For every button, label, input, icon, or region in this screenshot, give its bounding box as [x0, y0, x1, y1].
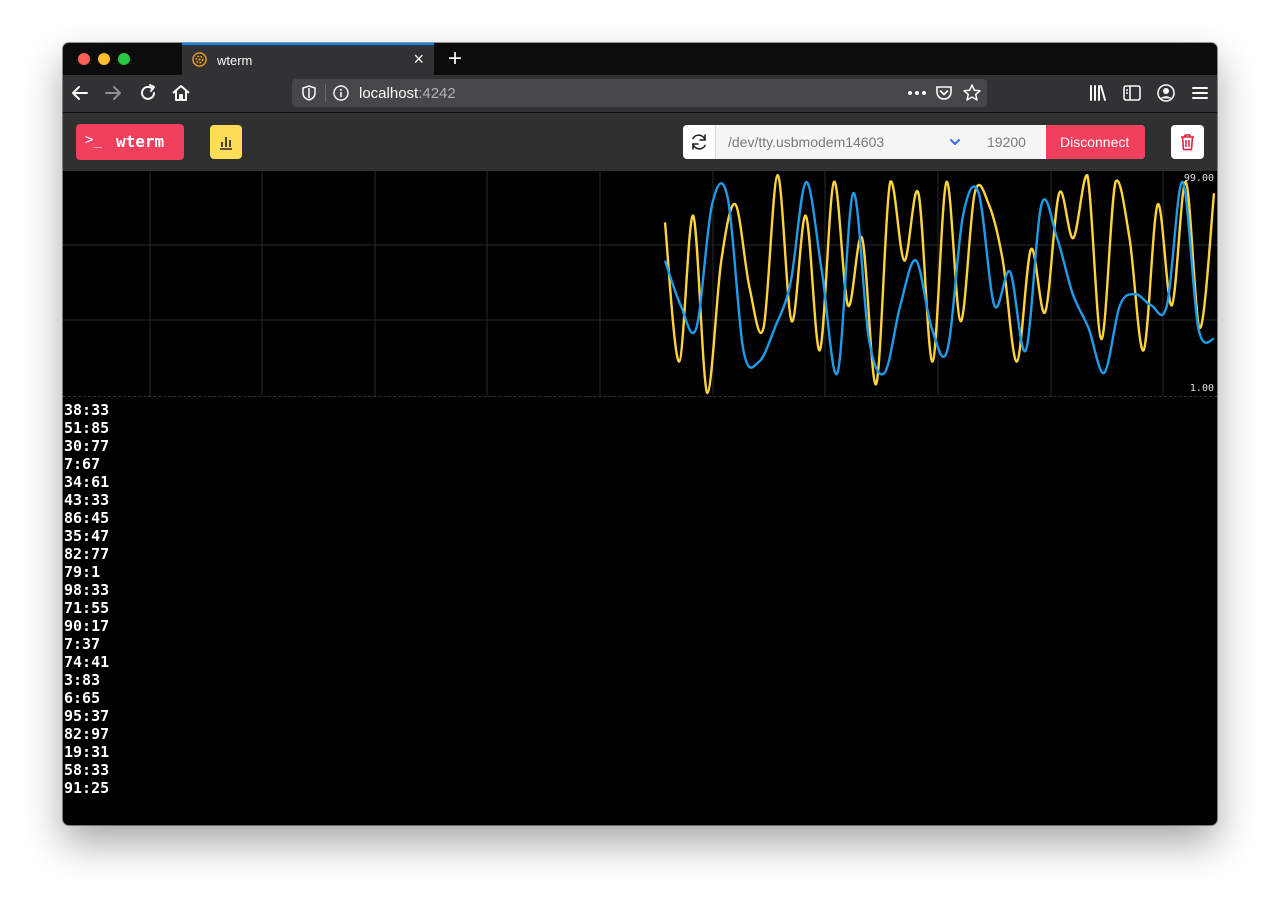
disconnect-label: Disconnect	[1060, 134, 1130, 150]
reload-icon[interactable]	[137, 82, 159, 104]
terminal-line: 43:33	[64, 491, 110, 509]
account-icon[interactable]	[1156, 83, 1176, 103]
tab-strip: wterm × +	[63, 43, 1217, 75]
terminal-line: 86:45	[64, 509, 110, 527]
disconnect-button[interactable]: Disconnect	[1046, 125, 1145, 159]
terminal-line: 91:25	[64, 779, 110, 797]
terminal-prompt-icon: >_	[85, 132, 102, 148]
browser-window: wterm × +	[63, 43, 1217, 825]
terminal-line: 71:55	[64, 599, 110, 617]
minimize-window-button[interactable]	[98, 53, 110, 65]
app-header: >_ wterm /dev/tty.usbmodem14603	[63, 113, 1217, 171]
terminal-line: 58:33	[64, 761, 110, 779]
bar-chart-icon	[220, 137, 232, 150]
terminal-line: 34:61	[64, 473, 110, 491]
clear-terminal-button[interactable]	[1171, 125, 1204, 159]
library-icon[interactable]	[1088, 83, 1108, 103]
terminal-line: 79:1	[64, 563, 101, 581]
sidebar-icon[interactable]	[1122, 83, 1142, 103]
terminal-line: 90:17	[64, 617, 110, 635]
brand-name: wterm	[116, 132, 165, 151]
serial-plot: 99.00 1.00	[63, 171, 1217, 396]
url-bar[interactable]: localhost:4242	[292, 79, 987, 107]
info-icon[interactable]	[333, 85, 349, 101]
y-axis-max-label: 99.00	[1183, 173, 1214, 184]
serial-port-value: /dev/tty.usbmodem14603	[728, 134, 885, 150]
tab-wterm[interactable]: wterm ×	[182, 43, 434, 75]
wterm-brand-button[interactable]: >_ wterm	[76, 124, 184, 160]
terminal-line: 19:31	[64, 743, 110, 761]
tab-title: wterm	[217, 53, 253, 68]
trash-icon	[1181, 134, 1194, 151]
close-window-button[interactable]	[78, 53, 90, 65]
terminal-line: 82:77	[64, 545, 110, 563]
terminal-line: 51:85	[64, 419, 110, 437]
url-divider	[325, 84, 326, 102]
pocket-icon[interactable]	[935, 84, 953, 102]
hamburger-menu-icon[interactable]	[1190, 83, 1210, 103]
home-icon[interactable]	[170, 82, 192, 104]
plot-divider	[63, 396, 1217, 397]
terminal-line: 82:97	[64, 725, 110, 743]
refresh-icon	[692, 134, 706, 150]
series-line-2	[663, 180, 1216, 376]
more-actions-icon[interactable]	[907, 86, 927, 100]
baud-rate-value: 19200	[987, 134, 1026, 150]
refresh-ports-button[interactable]	[683, 125, 716, 159]
chevron-down-icon	[950, 139, 960, 145]
navigation-bar: localhost:4242	[63, 75, 1217, 113]
toggle-chart-button[interactable]	[210, 125, 242, 159]
bookmark-star-icon[interactable]	[962, 83, 982, 103]
forward-arrow-icon[interactable]	[102, 82, 124, 104]
baud-rate-input[interactable]: 19200	[971, 125, 1045, 159]
wterm-favicon-icon	[192, 52, 207, 67]
connection-controls: /dev/tty.usbmodem14603 19200 Disconnect	[683, 125, 1145, 159]
back-arrow-icon[interactable]	[69, 82, 91, 104]
terminal-line: 35:47	[64, 527, 110, 545]
shield-icon[interactable]	[301, 85, 317, 101]
terminal-line: 7:67	[64, 455, 101, 473]
terminal-line: 74:41	[64, 653, 110, 671]
y-axis-min-label: 1.00	[1189, 383, 1214, 394]
url-port: :4242	[418, 85, 456, 102]
close-tab-icon[interactable]: ×	[413, 49, 424, 69]
terminal-line: 3:83	[64, 671, 101, 689]
terminal-line: 6:65	[64, 689, 101, 707]
serial-port-select[interactable]: /dev/tty.usbmodem14603	[716, 125, 971, 159]
terminal-line: 30:77	[64, 437, 110, 455]
terminal-output[interactable]: 38:33 51:85 30:77 7:67 34:61 43:33 86:45 35:47 8…	[64, 401, 1214, 821]
plot-series	[663, 173, 1216, 395]
url-text: localhost:4242	[359, 85, 456, 102]
terminal-line: 38:33	[64, 401, 110, 419]
terminal-line: 7:37	[64, 635, 101, 653]
terminal-line: 98:33	[64, 581, 110, 599]
plot-canvas	[63, 171, 1217, 396]
zoom-window-button[interactable]	[118, 53, 130, 65]
series-line-1	[663, 173, 1216, 395]
plot-grid	[63, 171, 1217, 396]
terminal-line: 95:37	[64, 707, 110, 725]
url-host: localhost	[359, 85, 419, 102]
new-tab-button[interactable]: +	[447, 45, 462, 72]
